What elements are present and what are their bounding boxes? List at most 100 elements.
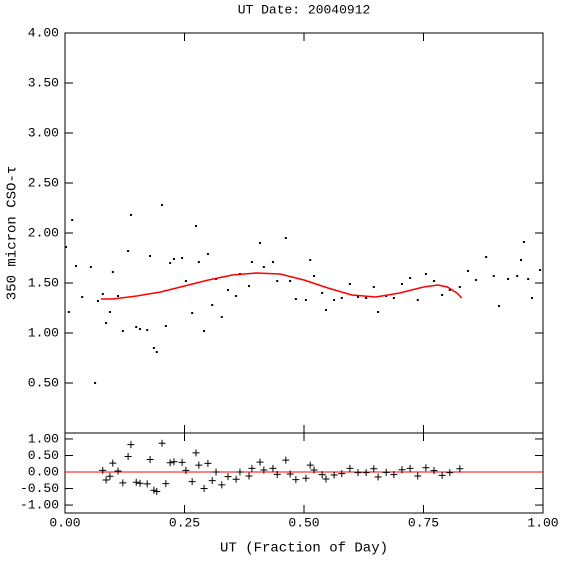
data-point bbox=[284, 237, 287, 239]
data-point bbox=[531, 297, 534, 299]
data-point bbox=[191, 312, 194, 314]
data-point bbox=[117, 295, 120, 297]
data-point bbox=[400, 283, 403, 285]
data-point bbox=[539, 269, 542, 271]
data-point bbox=[250, 261, 253, 263]
data-point bbox=[245, 472, 253, 480]
data-point bbox=[498, 305, 501, 307]
x-tick-label: 0.00 bbox=[49, 515, 80, 530]
data-point bbox=[146, 329, 149, 331]
data-point bbox=[348, 283, 351, 285]
data-point bbox=[289, 280, 292, 282]
data-point bbox=[324, 309, 327, 311]
data-point bbox=[492, 275, 495, 277]
data-point bbox=[485, 256, 488, 258]
data-point bbox=[302, 474, 310, 482]
data-point bbox=[181, 257, 184, 259]
data-point bbox=[188, 478, 196, 486]
data-point bbox=[182, 466, 190, 474]
x-axis-label: UT (Fraction of Day) bbox=[220, 541, 388, 557]
data-point bbox=[143, 480, 151, 488]
data-point bbox=[414, 472, 422, 480]
data-point bbox=[377, 311, 380, 313]
data-point bbox=[310, 466, 318, 474]
data-point bbox=[398, 466, 406, 474]
data-point bbox=[322, 475, 330, 483]
data-point bbox=[438, 471, 446, 479]
data-point bbox=[416, 299, 419, 301]
x-tick-label: 0.50 bbox=[288, 515, 319, 530]
data-point bbox=[446, 469, 454, 477]
data-point bbox=[153, 488, 161, 496]
data-point bbox=[256, 458, 264, 466]
data-point bbox=[433, 280, 436, 282]
data-point bbox=[166, 459, 174, 467]
data-point bbox=[372, 286, 375, 288]
data-point bbox=[150, 486, 158, 494]
data-point bbox=[286, 470, 294, 478]
data-point bbox=[127, 250, 130, 252]
data-point bbox=[114, 467, 122, 475]
data-point bbox=[313, 275, 316, 277]
data-point bbox=[306, 461, 314, 469]
data-point bbox=[304, 299, 307, 301]
data-point bbox=[64, 246, 67, 248]
data-point bbox=[466, 270, 469, 272]
data-point bbox=[292, 476, 300, 484]
data-point bbox=[527, 278, 530, 280]
plot-frame bbox=[64, 32, 544, 434]
x-tick-label: 0.75 bbox=[408, 515, 439, 530]
data-point bbox=[424, 273, 427, 275]
y-tick-label: 0.00 bbox=[28, 464, 59, 479]
data-point bbox=[321, 292, 324, 294]
data-point bbox=[111, 271, 114, 273]
data-point bbox=[192, 449, 200, 457]
data-point bbox=[309, 259, 312, 261]
y-axis-label: 350 micron CSO-τ bbox=[5, 166, 21, 300]
data-point bbox=[362, 469, 370, 477]
y-tick-label: -1.00 bbox=[20, 498, 59, 513]
data-point bbox=[206, 253, 209, 255]
data-point bbox=[220, 316, 223, 318]
data-point bbox=[139, 328, 142, 330]
y-tick-label: 2.00 bbox=[28, 225, 59, 240]
data-point bbox=[211, 304, 214, 306]
data-point bbox=[208, 477, 216, 485]
data-point bbox=[271, 261, 274, 263]
data-point bbox=[124, 452, 132, 460]
data-point bbox=[248, 285, 251, 287]
data-point bbox=[197, 261, 200, 263]
data-point bbox=[129, 214, 132, 216]
data-point bbox=[99, 466, 107, 474]
data-point bbox=[365, 297, 368, 299]
data-point bbox=[232, 475, 240, 483]
data-point bbox=[262, 266, 265, 268]
data-point bbox=[106, 472, 114, 480]
data-point bbox=[132, 478, 140, 486]
data-point bbox=[354, 469, 362, 477]
data-point bbox=[448, 289, 451, 291]
data-point bbox=[194, 225, 197, 227]
data-point bbox=[172, 258, 175, 260]
data-point bbox=[520, 259, 523, 261]
y-tick-label: 4.00 bbox=[28, 25, 59, 40]
data-point bbox=[162, 480, 170, 488]
data-point bbox=[458, 286, 461, 288]
data-point bbox=[346, 464, 354, 472]
data-point bbox=[81, 296, 84, 298]
data-point bbox=[430, 467, 438, 475]
data-point bbox=[236, 468, 244, 476]
fit-line bbox=[100, 272, 463, 300]
data-point bbox=[374, 473, 382, 481]
data-point bbox=[370, 465, 378, 473]
y-tick-label: 1.00 bbox=[28, 431, 59, 446]
data-point bbox=[127, 441, 135, 449]
data-point bbox=[392, 297, 395, 299]
data-point bbox=[135, 326, 138, 328]
data-point bbox=[224, 473, 232, 481]
y-tick-label: 0.50 bbox=[28, 375, 59, 390]
data-point bbox=[340, 297, 343, 299]
y-tick-label: 0.50 bbox=[28, 448, 59, 463]
y-tick-label: 2.50 bbox=[28, 175, 59, 190]
